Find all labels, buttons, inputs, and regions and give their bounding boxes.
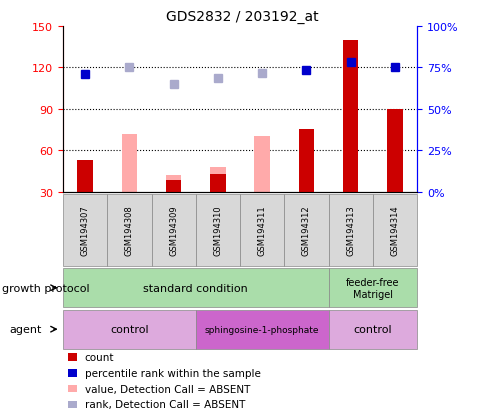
Bar — [298, 130, 314, 192]
Text: value, Detection Call = ABSENT: value, Detection Call = ABSENT — [85, 384, 250, 394]
Bar — [386, 109, 402, 192]
Bar — [254, 137, 270, 192]
Text: GSM194313: GSM194313 — [346, 205, 354, 256]
Text: GSM194314: GSM194314 — [390, 205, 399, 256]
Bar — [210, 167, 225, 192]
Bar — [166, 181, 181, 192]
Text: agent: agent — [10, 324, 42, 335]
Text: GDS2832 / 203192_at: GDS2832 / 203192_at — [166, 10, 318, 24]
Text: GSM194308: GSM194308 — [125, 205, 134, 256]
Bar — [121, 134, 137, 192]
Text: count: count — [85, 352, 114, 362]
Text: growth protocol: growth protocol — [2, 283, 90, 293]
Text: GSM194309: GSM194309 — [169, 205, 178, 256]
Bar — [210, 174, 225, 192]
Text: feeder-free
Matrigel: feeder-free Matrigel — [346, 277, 399, 299]
Text: GSM194312: GSM194312 — [302, 205, 310, 256]
Text: rank, Detection Call = ABSENT: rank, Detection Call = ABSENT — [85, 399, 245, 409]
Text: GSM194307: GSM194307 — [80, 205, 90, 256]
Text: percentile rank within the sample: percentile rank within the sample — [85, 368, 260, 378]
Text: GSM194310: GSM194310 — [213, 205, 222, 256]
Text: control: control — [353, 324, 392, 335]
Bar — [342, 40, 358, 192]
Text: control: control — [110, 324, 149, 335]
Bar — [166, 176, 181, 192]
Text: GSM194311: GSM194311 — [257, 205, 266, 256]
Text: standard condition: standard condition — [143, 283, 248, 293]
Text: sphingosine-1-phosphate: sphingosine-1-phosphate — [205, 325, 319, 334]
Bar — [77, 160, 93, 192]
